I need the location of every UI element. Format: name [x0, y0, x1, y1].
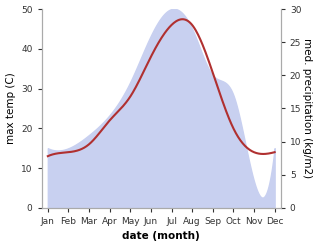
X-axis label: date (month): date (month) [122, 231, 200, 242]
Y-axis label: med. precipitation (kg/m2): med. precipitation (kg/m2) [302, 38, 313, 179]
Y-axis label: max temp (C): max temp (C) [5, 73, 16, 144]
